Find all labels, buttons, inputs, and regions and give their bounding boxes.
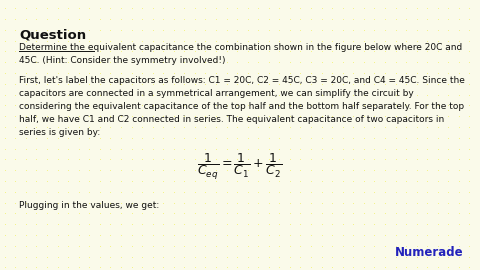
Text: $\dfrac{1}{C_{eq}} = \dfrac{1}{C_1} + \dfrac{1}{C_2}$: $\dfrac{1}{C_{eq}} = \dfrac{1}{C_1} + \d…	[197, 151, 283, 181]
Text: Plugging in the values, we get:: Plugging in the values, we get:	[19, 201, 159, 210]
Text: First, let's label the capacitors as follows: C1 = 20C, C2 = 45C, C3 = 20C, and : First, let's label the capacitors as fol…	[19, 76, 465, 137]
Text: Question: Question	[19, 28, 86, 41]
Text: Numerade: Numerade	[395, 246, 463, 259]
Text: Determine the equivalent capacitance the combination shown in the figure below w: Determine the equivalent capacitance the…	[19, 43, 462, 65]
